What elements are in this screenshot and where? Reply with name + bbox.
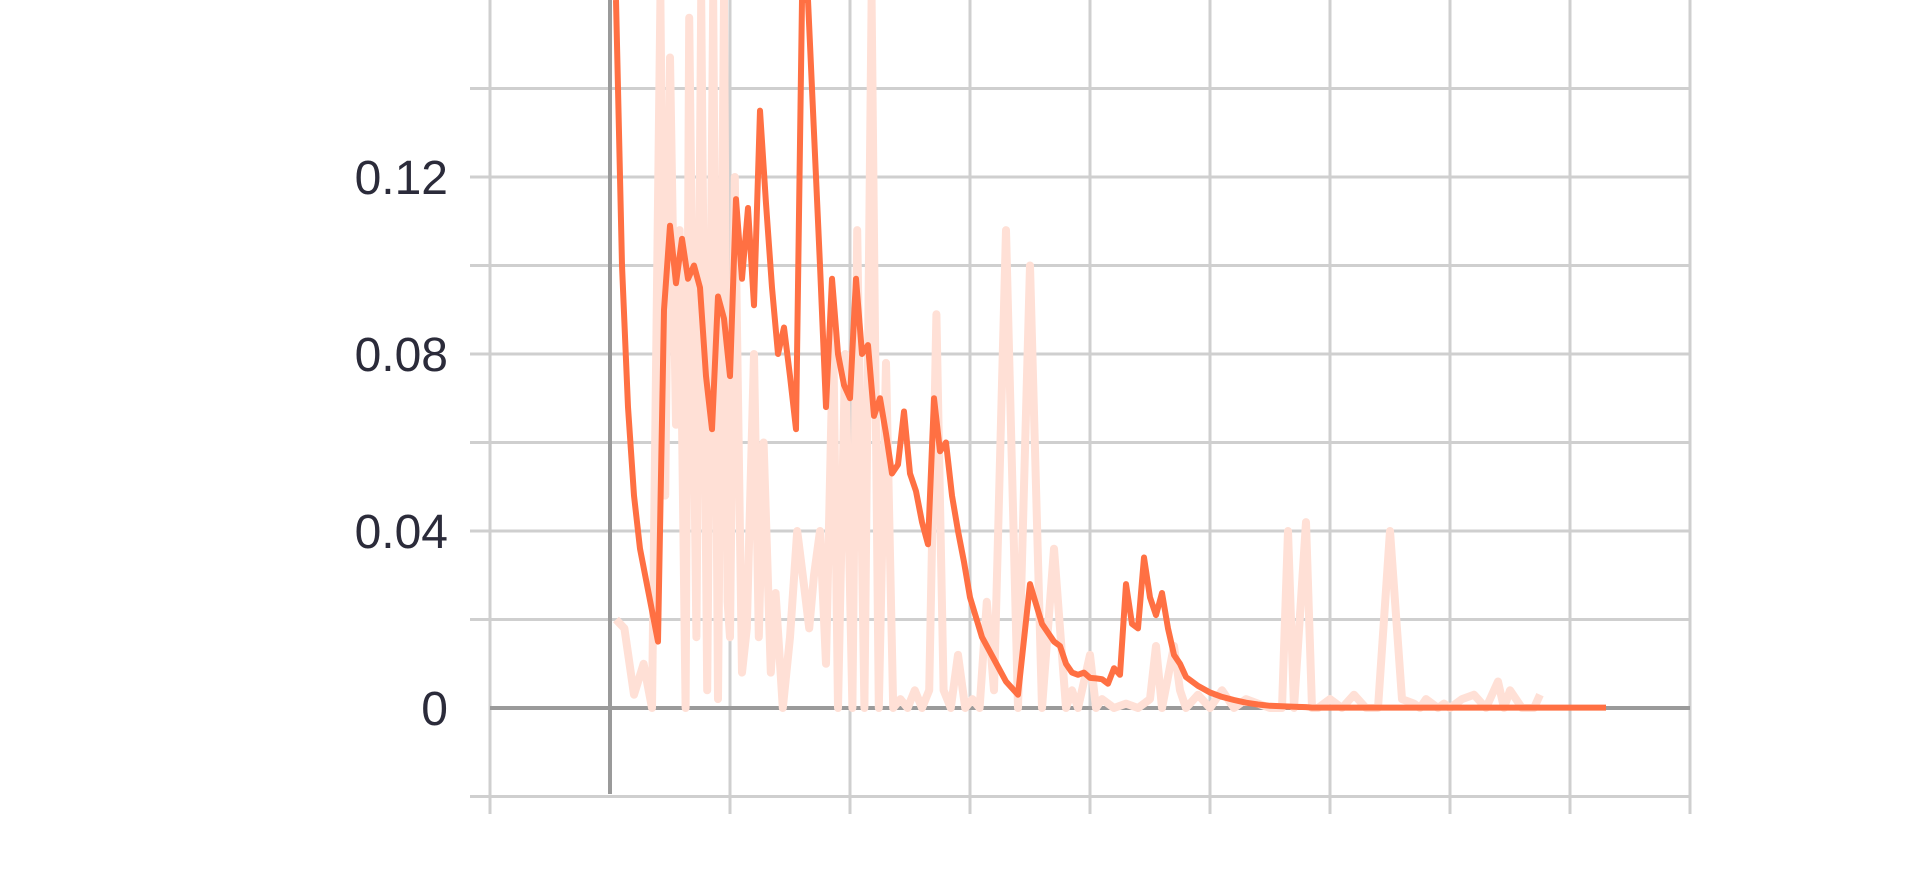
- y-tick-label: 0.08: [355, 329, 448, 382]
- smoothed-series-line: [613, 0, 1606, 711]
- y-tick-label: 0: [421, 683, 448, 736]
- y-tick-label: 0.04: [355, 506, 448, 559]
- smoothed-series: [613, 0, 1606, 711]
- y-tick-label: 0.12: [355, 152, 448, 205]
- raw-series: [613, 0, 1544, 712]
- grid: [470, 0, 1692, 814]
- raw-series-line: [613, 0, 1544, 712]
- y-tick-labels: 0.12 0.08 0.04 0: [355, 152, 448, 736]
